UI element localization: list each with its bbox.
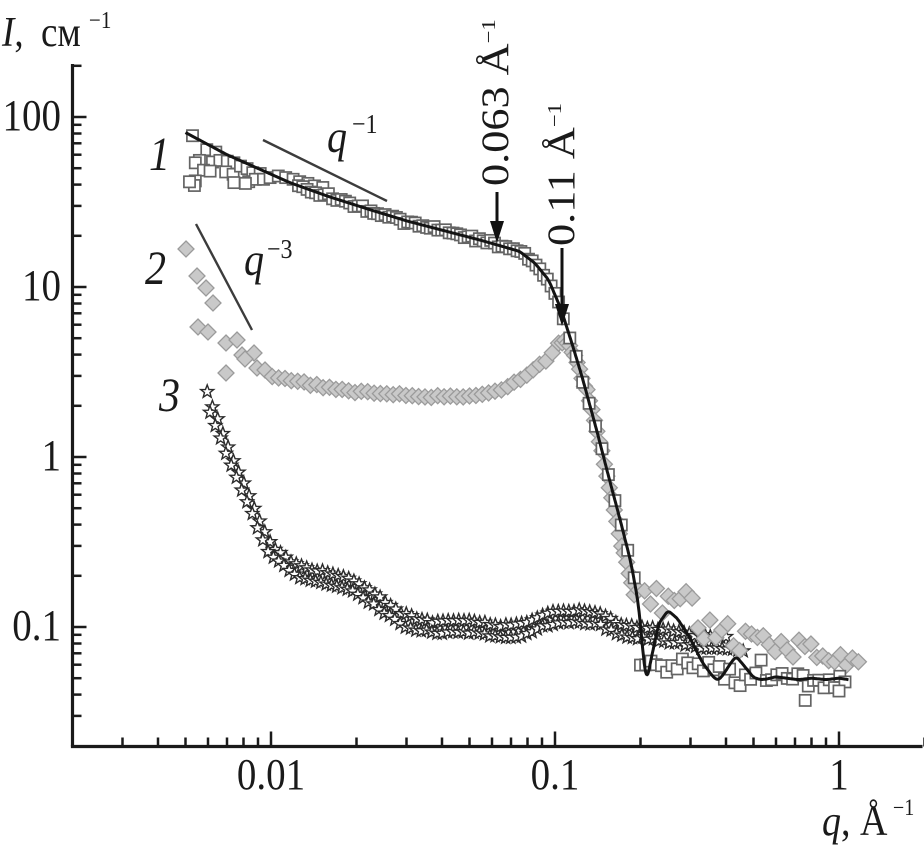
svg-text:−1: −1 xyxy=(893,795,914,820)
svg-text:0.1: 0.1 xyxy=(12,602,61,651)
svg-text:q, Å: q, Å xyxy=(822,797,888,845)
svg-text:0.1: 0.1 xyxy=(531,751,580,800)
svg-text:1: 1 xyxy=(829,751,849,800)
svg-text:см: см xyxy=(41,9,81,56)
svg-text:100: 100 xyxy=(3,92,61,141)
svg-text:−3: −3 xyxy=(267,234,293,265)
svg-text:I,: I, xyxy=(1,9,24,56)
svg-text:10: 10 xyxy=(22,262,61,311)
svg-text:1: 1 xyxy=(41,432,61,481)
svg-text:0.01: 0.01 xyxy=(237,751,305,800)
svg-text:2: 2 xyxy=(145,242,166,295)
svg-text:q: q xyxy=(327,113,347,163)
svg-text:−1: −1 xyxy=(89,7,111,34)
svg-text:1: 1 xyxy=(149,128,170,181)
svg-text:0.063 Å−1: 0.063 Å−1 xyxy=(474,19,517,186)
svg-text:−1: −1 xyxy=(352,109,378,140)
svg-text:q: q xyxy=(244,236,264,286)
svg-text:3: 3 xyxy=(158,369,180,422)
svg-text:0.11 Å−1: 0.11 Å−1 xyxy=(540,103,583,246)
